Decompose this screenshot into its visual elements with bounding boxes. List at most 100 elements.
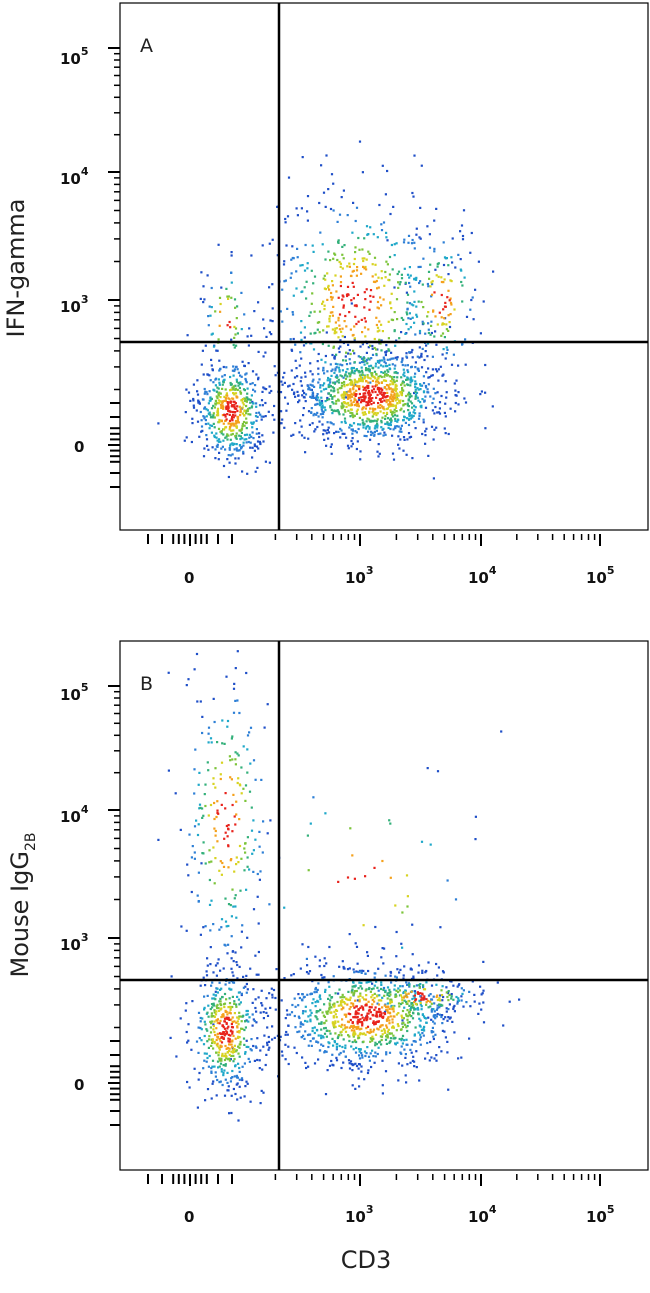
event-dot — [223, 837, 226, 840]
event-dot — [344, 377, 348, 380]
event-dot — [327, 325, 330, 328]
event-dot — [234, 951, 237, 954]
event-dot — [206, 957, 209, 960]
event-dot — [222, 405, 225, 408]
event-dot — [279, 1035, 282, 1038]
event-dot — [417, 971, 420, 974]
event-dot — [284, 279, 287, 282]
event-dot — [406, 1002, 409, 1005]
event-dot — [346, 294, 349, 298]
event-dot — [369, 344, 372, 347]
event-dot — [425, 386, 428, 389]
event-dot — [233, 411, 236, 414]
event-dot — [200, 862, 203, 865]
event-dot — [203, 416, 206, 419]
event-dot — [368, 410, 371, 413]
event-dot — [397, 1024, 400, 1028]
event-dot — [298, 431, 301, 434]
event-dot — [357, 987, 360, 990]
event-dot — [385, 1024, 388, 1027]
event-dot — [183, 439, 186, 442]
event-dot — [414, 998, 418, 1001]
event-dot — [446, 879, 449, 882]
event-dot — [297, 993, 300, 996]
event-dot — [157, 422, 160, 425]
event-dot — [352, 1004, 355, 1007]
event-dot — [432, 387, 435, 390]
event-dot — [341, 267, 344, 270]
event-dot — [436, 998, 439, 1002]
event-dot — [479, 332, 482, 335]
event-dot — [211, 1038, 214, 1041]
event-dot — [311, 380, 314, 383]
event-dot — [306, 1020, 309, 1023]
event-dot — [328, 1064, 332, 1067]
event-dot — [393, 388, 396, 391]
event-dot — [368, 419, 371, 422]
event-dot — [429, 263, 432, 266]
event-dot — [413, 1008, 416, 1011]
event-dot — [406, 438, 409, 441]
event-dot — [366, 362, 369, 365]
event-dot — [245, 441, 248, 444]
event-dot — [231, 422, 234, 425]
event-dot — [219, 310, 222, 313]
event-dot — [243, 1095, 246, 1098]
event-dot — [359, 345, 362, 348]
event-dot — [351, 270, 354, 273]
event-dot — [424, 1057, 427, 1060]
event-dot — [228, 1053, 231, 1056]
event-dot — [213, 1015, 216, 1018]
event-dot — [393, 426, 396, 430]
event-dot — [411, 238, 414, 242]
event-dot — [281, 383, 284, 386]
event-dot — [170, 975, 173, 978]
event-dot — [212, 404, 215, 407]
event-dot — [319, 997, 322, 1001]
event-dot — [204, 783, 207, 786]
event-dot — [264, 460, 267, 463]
event-dot — [242, 403, 245, 406]
event-dot — [385, 231, 388, 234]
event-dot — [389, 876, 392, 879]
event-dot — [392, 458, 396, 461]
event-dot — [390, 1004, 393, 1008]
event-dot — [214, 399, 217, 402]
event-dot — [312, 998, 315, 1001]
event-dot — [397, 286, 400, 289]
event-dot — [395, 976, 398, 979]
event-dot — [376, 418, 379, 421]
event-dot — [217, 338, 220, 341]
event-dot — [228, 1002, 232, 1005]
event-dot — [406, 369, 409, 372]
event-dot — [230, 271, 233, 274]
event-dot — [442, 995, 445, 999]
event-dot — [378, 1040, 382, 1043]
event-dot — [370, 357, 373, 360]
event-dot — [341, 432, 344, 435]
event-dot — [236, 995, 239, 998]
event-dot — [360, 366, 363, 369]
event-dot — [355, 384, 358, 387]
event-dot — [216, 1032, 219, 1035]
event-dot — [388, 402, 391, 406]
event-dot — [357, 236, 360, 240]
event-dot — [309, 1040, 312, 1043]
event-dot — [407, 432, 411, 435]
event-dot — [425, 1021, 428, 1024]
event-dot — [232, 711, 236, 714]
event-dot — [236, 405, 239, 408]
event-dot — [209, 946, 212, 949]
event-dot — [389, 397, 392, 400]
event-dot — [232, 793, 235, 796]
event-dot — [312, 348, 316, 351]
event-dot — [405, 355, 408, 358]
event-dot — [202, 1043, 206, 1046]
event-dot — [444, 1016, 447, 1019]
event-dot — [205, 1052, 208, 1055]
event-dot — [361, 171, 364, 174]
event-dot — [424, 395, 427, 398]
event-dot — [317, 1041, 320, 1044]
event-dot — [219, 367, 222, 370]
event-dot — [179, 1017, 182, 1020]
